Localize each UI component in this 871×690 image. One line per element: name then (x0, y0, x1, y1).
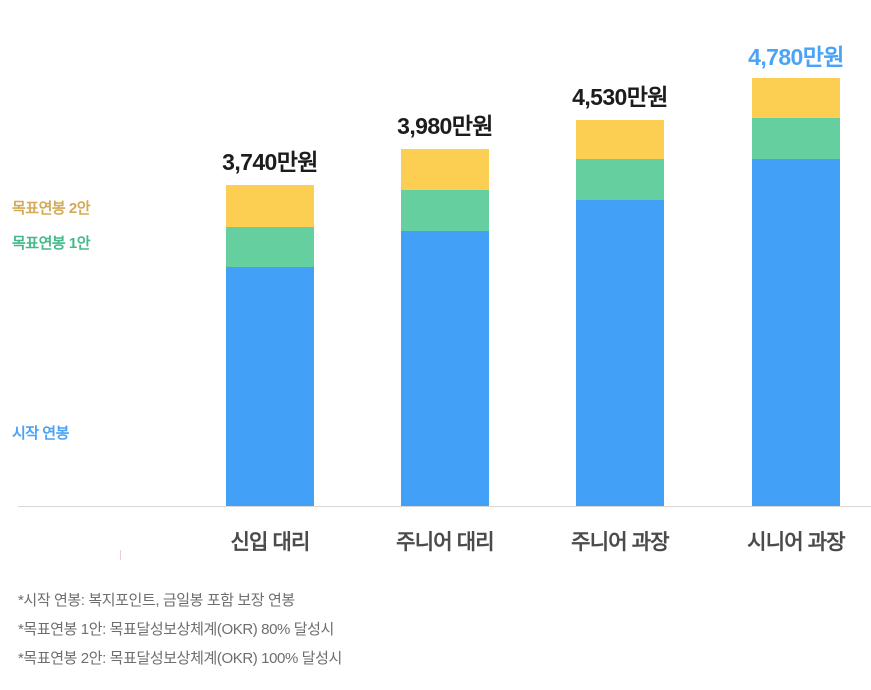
bar-segment-target-plan-1[interactable] (576, 159, 664, 200)
bar-segment-base-salary[interactable] (752, 159, 840, 506)
category-label-senior-manager: 시니어 과장 (747, 531, 845, 554)
bar-segment-base-salary[interactable] (576, 200, 664, 506)
plot-area: 3,740만원 3,980만원 4,530만원 4,780만원 (222, 44, 844, 506)
legend-label-target-plan-1: 목표연봉 1안 (12, 235, 91, 252)
footnote-target-plan-2: *목표연봉 2안: 목표달성보상체계(OKR) 100% 달성시 (18, 650, 342, 667)
x-axis-line (18, 506, 871, 507)
bar-segment-base-salary[interactable] (401, 231, 489, 506)
bar-segment-target-plan-2[interactable] (752, 78, 840, 118)
bar-stack[interactable] (226, 185, 314, 506)
legend-label-target-plan-2: 목표연봉 2안 (12, 200, 91, 217)
footnote-list: *시작 연봉: 복지포인트, 금일봉 포함 보장 연봉 *목표연봉 1안: 목표… (18, 586, 718, 673)
category-label-junior-assistant-manager-2: 주니어 대리 (396, 531, 494, 554)
footnote-base-salary: *시작 연봉: 복지포인트, 금일봉 포함 보장 연봉 (18, 592, 295, 609)
bar-stack[interactable] (752, 78, 840, 506)
bar-value-label: 4,530만원 (572, 84, 668, 110)
bar-segment-base-salary[interactable] (226, 267, 314, 506)
bar-stack[interactable] (401, 149, 489, 506)
bar-stack[interactable] (576, 120, 664, 506)
bar-segment-target-plan-2[interactable] (401, 149, 489, 190)
footnote-target-plan-1: *목표연봉 1안: 목표달성보상체계(OKR) 80% 달성시 (18, 621, 334, 638)
category-label-junior-assistant-manager: 신입 대리 (230, 531, 310, 554)
bar-value-label: 3,980만원 (397, 113, 493, 139)
bar-segment-target-plan-2[interactable] (226, 185, 314, 227)
legend-label-base-salary: 시작 연봉 (12, 425, 69, 442)
bar-value-label: 3,740만원 (222, 149, 318, 175)
bar-segment-target-plan-2[interactable] (576, 120, 664, 159)
x-axis-tick-mark (120, 550, 121, 560)
bar-value-label-highlighted: 4,780만원 (748, 44, 844, 70)
bar-segment-target-plan-1[interactable] (401, 190, 489, 231)
category-label-junior-manager: 주니어 과장 (571, 531, 669, 554)
bar-segment-target-plan-1[interactable] (752, 118, 840, 159)
bar-segment-target-plan-1[interactable] (226, 227, 314, 267)
